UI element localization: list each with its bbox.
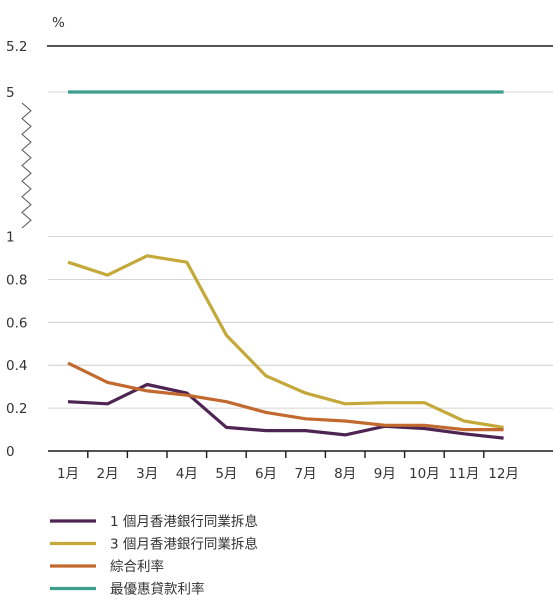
legend-label: 綜合利率	[110, 558, 164, 575]
x-tick-label: 11月	[449, 466, 480, 482]
y-axis-tick-labels: 0 0.2 0.4 0.6 0.8 1 5 5.2	[6, 39, 27, 460]
x-axis: 1月 2月 3月 4月 5月 6月 7月 8月 9月 10月 11月 12月	[48, 450, 553, 482]
y-tick-label: 0.8	[6, 272, 27, 288]
x-tick-label: 4月	[176, 466, 198, 482]
series-lines	[67, 90, 504, 440]
x-tick-label: 5月	[215, 466, 237, 482]
x-tick-label: 10月	[409, 466, 440, 482]
y-tick-label: 0.2	[6, 401, 27, 417]
legend-label: 1 個月香港銀行同業拆息	[110, 513, 258, 530]
y-axis-unit-label: %	[52, 15, 65, 31]
y-tick-label: 0.6	[6, 315, 27, 331]
legend-label: 3 個月香港銀行同業拆息	[110, 536, 258, 553]
y-tick-label: 1	[6, 230, 15, 246]
axis-break-marker	[21, 102, 32, 229]
series-line	[67, 382, 504, 440]
y-tick-label: 5	[6, 85, 15, 101]
x-tick-label: 8月	[334, 466, 356, 482]
x-tick-label: 7月	[295, 466, 317, 482]
series-line	[67, 254, 504, 429]
axis-break-zigzag	[21, 102, 32, 229]
y-tick-label: 0	[6, 444, 15, 460]
gridlines	[47, 45, 553, 409]
x-tick-label: 1月	[57, 466, 79, 482]
x-tick-label: 2月	[97, 466, 119, 482]
x-tick-label: 12月	[488, 466, 519, 482]
y-tick-label: 0.4	[6, 358, 27, 374]
x-tick-label: 9月	[374, 466, 396, 482]
y-tick-label: 5.2	[6, 39, 27, 55]
x-tick-label: 3月	[136, 466, 158, 482]
legend-label: 最優惠貸款利率	[110, 581, 205, 598]
x-tick-label: 6月	[255, 466, 277, 482]
series-line	[67, 361, 504, 432]
